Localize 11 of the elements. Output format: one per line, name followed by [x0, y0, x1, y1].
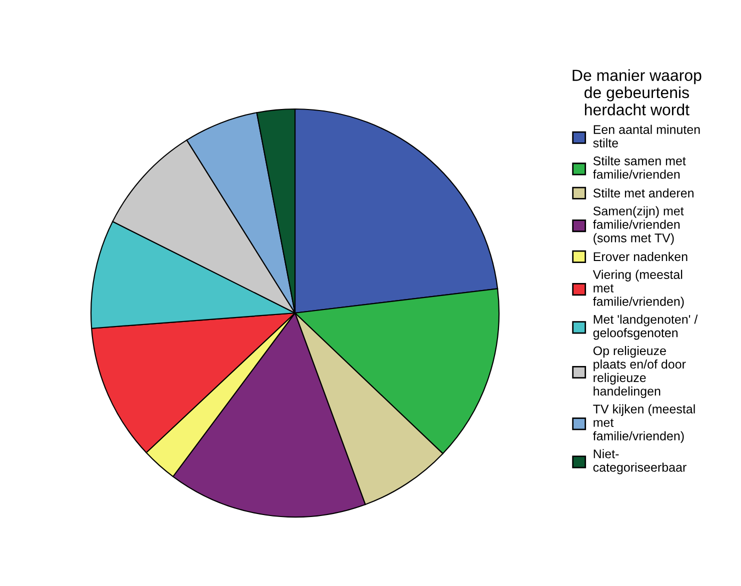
legend-label: Stilte samen met familie/vrienden — [593, 156, 686, 179]
legend-label: Viering (meestal met familie/vrienden) — [592, 270, 684, 308]
legend-label: Stilte met anderen — [593, 188, 694, 198]
legend-label: Een aantal minuten stilte — [593, 124, 700, 148]
legend-label: Samen(zijn) met familie/vrienden (soms met TV) — [593, 206, 684, 245]
legend-label: Op religieuze plaats en/of door religieuze handelingen — [593, 346, 686, 398]
legend-label: Met 'landgenoten' / geloofsgenoten — [593, 314, 698, 340]
legend-label: Erover nadenken — [594, 252, 688, 262]
legend-label: Niet- categoriseerbaar — [593, 449, 686, 474]
legend-title: De manier waarop de gebeurtenis herdacht wordt — [572, 69, 702, 116]
legend-label: TV kijken (meestal met familie/vrienden) — [593, 404, 695, 443]
